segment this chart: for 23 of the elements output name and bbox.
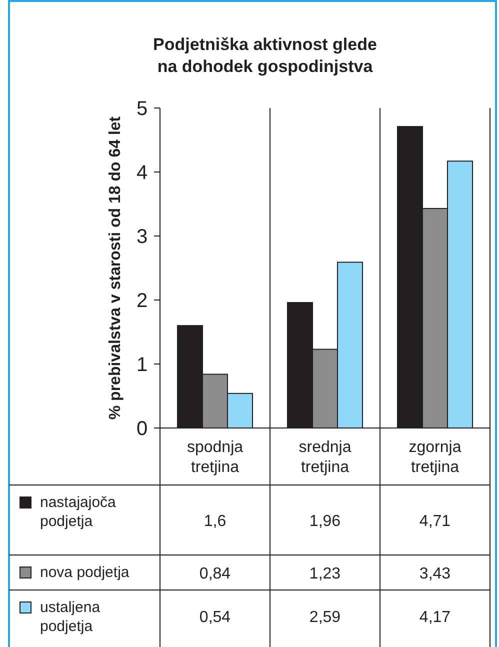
data-label: 1,23 [309,566,341,582]
y-tick-label: 5 [136,98,148,120]
x-tick-label: spodnja tretjina [186,439,244,476]
y-tick-label: 1 [136,354,148,376]
data-label: 1,96 [309,513,341,530]
data-label: 3,43 [419,566,451,582]
data-label: 0,84 [199,566,231,582]
y-tick-label: 3 [136,226,148,248]
chart-title: Podjetniška aktivnost glede na dohodek gospodinjstva [153,35,377,76]
x-tick-label: srednja tretjina [298,439,352,476]
data-label: 0,54 [199,609,231,626]
y-tick-label: 2 [136,290,148,312]
legend-label: nova podjetja [40,564,130,581]
data-label: 1,6 [204,513,226,530]
x-tick-label: zgornja tretjina [408,439,462,476]
data-label: 4,17 [419,609,451,626]
y-tick-label: 4 [136,162,148,184]
legend-label: nastajajoča podjetja [40,494,117,530]
data-label: 4,71 [419,513,451,530]
y-tick-label: 0 [136,418,148,440]
data-label: 2,59 [309,609,341,626]
legend-label: ustaljena podjetja [40,599,101,635]
y-axis-title: % prebivalstva v starosti od 18 do 64 let [107,116,124,420]
